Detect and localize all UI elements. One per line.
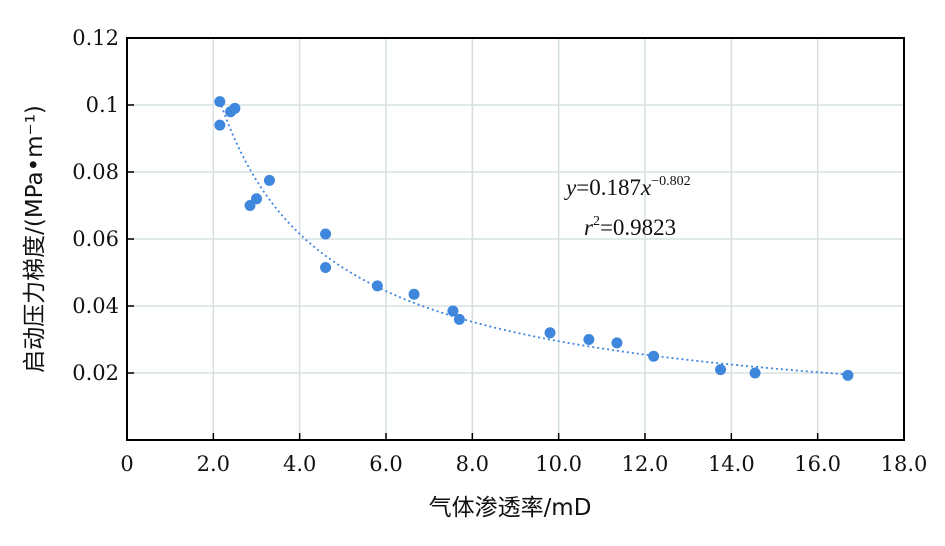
- data-point: [251, 193, 262, 205]
- fit-curve-layer: [218, 100, 848, 376]
- data-points: [214, 96, 854, 381]
- x-tick-label: 18.0: [881, 452, 928, 476]
- eq-coefficient: =0.187: [576, 175, 641, 200]
- grid-lines: [127, 38, 904, 440]
- x-tick-label: 10.0: [535, 452, 582, 476]
- x-tick-label: 16.0: [794, 452, 841, 476]
- fit-equation: y=0.187x−0.802: [564, 174, 691, 200]
- y-tick-label: 0.06: [72, 227, 119, 251]
- r-squared-label: r2=0.9823: [584, 214, 676, 240]
- eq-y-symbol: y: [564, 175, 577, 200]
- eq-x-symbol: x: [640, 175, 652, 200]
- x-tick-labels: 0 2.0 4.0 6.0 8.0 10.0 12.0 14.0 16.0 18.0: [120, 452, 927, 476]
- y-tick-label: 0.04: [72, 294, 119, 318]
- data-point: [320, 261, 332, 273]
- y-tick-labels: 0.02 0.04 0.06 0.08 0.1 0.12: [72, 26, 119, 385]
- data-point: [715, 364, 727, 376]
- y-axis-title: 启动压力梯度/(MPa•m⁻¹): [22, 105, 48, 373]
- data-point: [842, 369, 854, 381]
- r-exponent: 2: [593, 214, 600, 229]
- data-point: [371, 280, 383, 292]
- data-point: [447, 305, 459, 317]
- x-tick-label: 6.0: [369, 452, 402, 476]
- y-tick-label: 0.08: [72, 160, 119, 184]
- data-point: [229, 102, 241, 114]
- data-point: [214, 119, 226, 131]
- data-point: [320, 228, 332, 240]
- x-tick-label: 0: [120, 452, 133, 476]
- data-point: [408, 288, 420, 300]
- x-axis-title: 气体渗透率/mD: [429, 495, 592, 521]
- data-point: [583, 334, 595, 345]
- data-point: [544, 327, 556, 339]
- fit-curve: [218, 100, 848, 376]
- x-tick-label: 8.0: [456, 452, 489, 476]
- y-tick-label: 0.1: [86, 93, 119, 117]
- axis-ticks: [126, 37, 905, 440]
- data-point: [214, 96, 226, 108]
- data-point: [749, 367, 761, 379]
- data-point: [263, 174, 275, 186]
- y-tick-label: 0.02: [72, 361, 119, 385]
- y-tick-label: 0.12: [72, 26, 119, 50]
- x-tick-label: 12.0: [622, 452, 669, 476]
- data-point: [611, 337, 623, 349]
- x-tick-label: 14.0: [708, 452, 755, 476]
- eq-exponent: −0.802: [651, 174, 690, 189]
- x-tick-label: 2.0: [197, 452, 230, 476]
- data-point: [453, 313, 465, 325]
- x-tick-label: 4.0: [283, 452, 316, 476]
- r-symbol: r: [584, 215, 594, 240]
- data-point: [648, 350, 660, 362]
- r-value: =0.9823: [600, 215, 676, 240]
